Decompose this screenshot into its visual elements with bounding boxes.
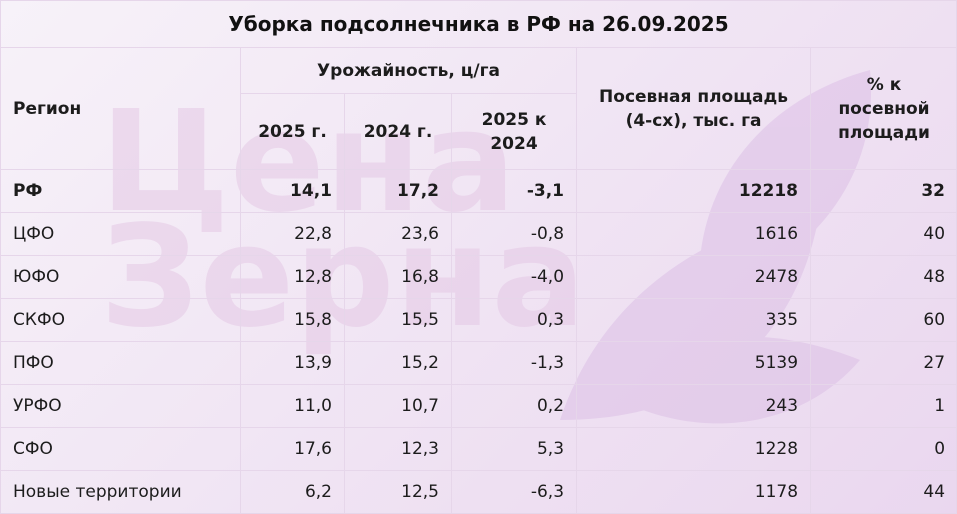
cell-yield-2025: 6,2	[240, 470, 345, 514]
cell-yield-2025: 12,8	[240, 255, 345, 299]
cell-area: 5139	[576, 341, 812, 385]
cell-pct: 40	[810, 212, 957, 256]
cell-yield-2024: 23,6	[344, 212, 452, 256]
cell-diff: 0,2	[450, 384, 578, 428]
header-diff: 2025 к 2024	[450, 93, 578, 170]
cell-diff: -6,3	[450, 470, 578, 514]
header-region: Регион	[0, 47, 241, 170]
table-row: ЮФО 12,8 16,8 -4,0 2478 48	[0, 255, 957, 299]
cell-area: 335	[576, 298, 812, 342]
cell-diff: 0,3	[450, 298, 578, 342]
cell-area: 1178	[576, 470, 812, 514]
table-row: УРФО 11,0 10,7 0,2 243 1	[0, 384, 957, 428]
cell-yield-2024: 10,7	[344, 384, 452, 428]
cell-diff: 5,3	[450, 427, 578, 471]
cell-yield-2024: 12,5	[344, 470, 452, 514]
header-2025: 2025 г.	[240, 93, 345, 170]
cell-yield-2025: 13,9	[240, 341, 345, 385]
cell-yield-2024: 16,8	[344, 255, 452, 299]
cell-region: ЦФО	[0, 212, 241, 256]
cell-pct: 32	[810, 169, 957, 213]
table-row: СКФО 15,8 15,5 0,3 335 60	[0, 298, 957, 342]
cell-yield-2025: 22,8	[240, 212, 345, 256]
cell-region: СКФО	[0, 298, 241, 342]
cell-area: 243	[576, 384, 812, 428]
cell-region: ЮФО	[0, 255, 241, 299]
cell-pct: 1	[810, 384, 957, 428]
table-row: ПФО 13,9 15,2 -1,3 5139 27	[0, 341, 957, 385]
cell-yield-2024: 15,2	[344, 341, 452, 385]
page-title: Уборка подсолнечника в РФ на 26.09.2025	[228, 11, 729, 36]
cell-yield-2024: 15,5	[344, 298, 452, 342]
table-row: СФО 17,6 12,3 5,3 1228 0	[0, 427, 957, 471]
cell-area: 12218	[576, 169, 812, 213]
cell-yield-2025: 17,6	[240, 427, 345, 471]
cell-yield-2024: 12,3	[344, 427, 452, 471]
cell-pct: 44	[810, 470, 957, 514]
cell-yield-2025: 11,0	[240, 384, 345, 428]
table-row: ЦФО 22,8 23,6 -0,8 1616 40	[0, 212, 957, 256]
table-row: Новые территории 6,2 12,5 -6,3 1178 44	[0, 470, 957, 514]
cell-diff: -1,3	[450, 341, 578, 385]
cell-pct: 0	[810, 427, 957, 471]
cell-region: ПФО	[0, 341, 241, 385]
cell-area: 1616	[576, 212, 812, 256]
cell-region: РФ	[0, 169, 241, 213]
cell-pct: 60	[810, 298, 957, 342]
table-row: РФ 14,1 17,2 -3,1 12218 32	[0, 169, 957, 213]
header-area: Посевная площадь (4-сх), тыс. га	[576, 47, 812, 170]
header-pct: % к посевной площади	[810, 47, 957, 170]
cell-yield-2024: 17,2	[344, 169, 452, 213]
cell-area: 1228	[576, 427, 812, 471]
cell-area: 2478	[576, 255, 812, 299]
cell-pct: 27	[810, 341, 957, 385]
cell-region: СФО	[0, 427, 241, 471]
cell-region: УРФО	[0, 384, 241, 428]
cell-diff: -0,8	[450, 212, 578, 256]
cell-pct: 48	[810, 255, 957, 299]
header-yield-group: Урожайность, ц/га	[239, 47, 578, 94]
cell-yield-2025: 14,1	[240, 169, 345, 213]
data-table: Регион Урожайность, ц/га Посевная площад…	[0, 47, 957, 514]
cell-yield-2025: 15,8	[240, 298, 345, 342]
cell-diff: -4,0	[450, 255, 578, 299]
cell-region: Новые территории	[0, 470, 241, 514]
cell-diff: -3,1	[450, 169, 578, 213]
header-2024: 2024 г.	[344, 93, 452, 170]
